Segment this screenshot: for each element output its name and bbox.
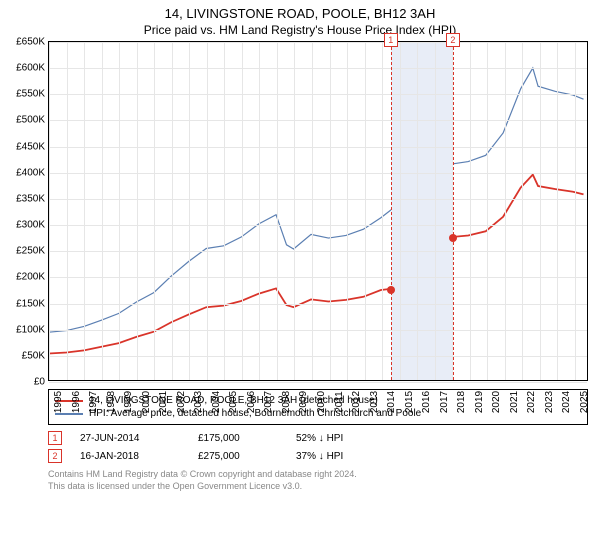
tx-number: 2 (48, 449, 62, 463)
y-tick-label: £550K (16, 89, 49, 100)
chart-title: 14, LIVINGSTONE ROAD, POOLE, BH12 3AH (0, 0, 600, 21)
x-tick-label: 2018 (452, 391, 467, 413)
x-tick-label: 2016 (417, 391, 432, 413)
x-tick-label: 2001 (154, 391, 169, 413)
x-tick-label: 2009 (294, 391, 309, 413)
tx-badge: 2 (446, 33, 460, 47)
y-tick-label: £600K (16, 63, 49, 74)
footer-line: This data is licensed under the Open Gov… (48, 481, 588, 493)
x-tick-label: 2002 (172, 391, 187, 413)
tx-date: 27-JUN-2014 (80, 433, 180, 444)
x-tick-label: 2013 (365, 391, 380, 413)
x-tick-label: 2014 (382, 391, 397, 413)
y-tick-label: £150K (16, 298, 49, 309)
y-tick-label: £500K (16, 115, 49, 126)
tx-price: £275,000 (198, 451, 278, 462)
x-tick-label: 2004 (207, 391, 222, 413)
x-tick-label: 1995 (49, 391, 64, 413)
data-marker (449, 234, 457, 242)
x-tick-label: 2012 (347, 391, 362, 413)
x-tick-label: 1998 (102, 391, 117, 413)
footer-line: Contains HM Land Registry data © Crown c… (48, 469, 588, 481)
y-tick-label: £450K (16, 141, 49, 152)
chart-area: £0£50K£100K£150K£200K£250K£300K£350K£400… (48, 41, 588, 381)
x-tick-label: 2003 (189, 391, 204, 413)
x-tick-label: 2019 (470, 391, 485, 413)
footer-attribution: Contains HM Land Registry data © Crown c… (48, 469, 588, 492)
y-tick-label: £100K (16, 324, 49, 335)
x-tick-label: 1996 (67, 391, 82, 413)
x-tick-label: 2000 (137, 391, 152, 413)
y-tick-label: £650K (16, 37, 49, 48)
x-tick-label: 2022 (522, 391, 537, 413)
x-tick-label: 2021 (505, 391, 520, 413)
x-tick-label: 2023 (540, 391, 555, 413)
tx-number: 1 (48, 431, 62, 445)
x-tick-label: 2025 (575, 391, 590, 413)
x-tick-label: 2005 (224, 391, 239, 413)
plot-area: £0£50K£100K£150K£200K£250K£300K£350K£400… (48, 41, 588, 381)
y-tick-label: £350K (16, 193, 49, 204)
x-tick-label: 1997 (84, 391, 99, 413)
transaction-row: 2 16-JAN-2018 £275,000 37% ↓ HPI (48, 447, 588, 465)
y-tick-label: £200K (16, 272, 49, 283)
y-tick-label: £250K (16, 246, 49, 257)
y-tick-label: £50K (22, 350, 49, 361)
x-tick-label: 2010 (312, 391, 327, 413)
x-tick-label: 2015 (400, 391, 415, 413)
y-tick-label: £0 (34, 377, 49, 388)
series-line (49, 68, 584, 332)
tx-badge: 1 (384, 33, 398, 47)
tx-price: £175,000 (198, 433, 278, 444)
chart-subtitle: Price paid vs. HM Land Registry's House … (0, 21, 600, 41)
tx-date: 16-JAN-2018 (80, 451, 180, 462)
x-tick-label: 1999 (119, 391, 134, 413)
transaction-row: 1 27-JUN-2014 £175,000 52% ↓ HPI (48, 429, 588, 447)
x-tick-label: 2008 (277, 391, 292, 413)
x-tick-label: 2007 (259, 391, 274, 413)
tx-pct: 52% ↓ HPI (296, 433, 416, 444)
series-line (49, 175, 584, 354)
x-tick-label: 2006 (242, 391, 257, 413)
x-tick-label: 2017 (435, 391, 450, 413)
x-tick-label: 2020 (487, 391, 502, 413)
tx-pct: 37% ↓ HPI (296, 451, 416, 462)
y-tick-label: £300K (16, 220, 49, 231)
x-tick-label: 2024 (557, 391, 572, 413)
x-tick-label: 2011 (330, 391, 345, 413)
transaction-table: 1 27-JUN-2014 £175,000 52% ↓ HPI 2 16-JAN-201… (48, 429, 588, 465)
y-tick-label: £400K (16, 167, 49, 178)
data-marker (387, 286, 395, 294)
